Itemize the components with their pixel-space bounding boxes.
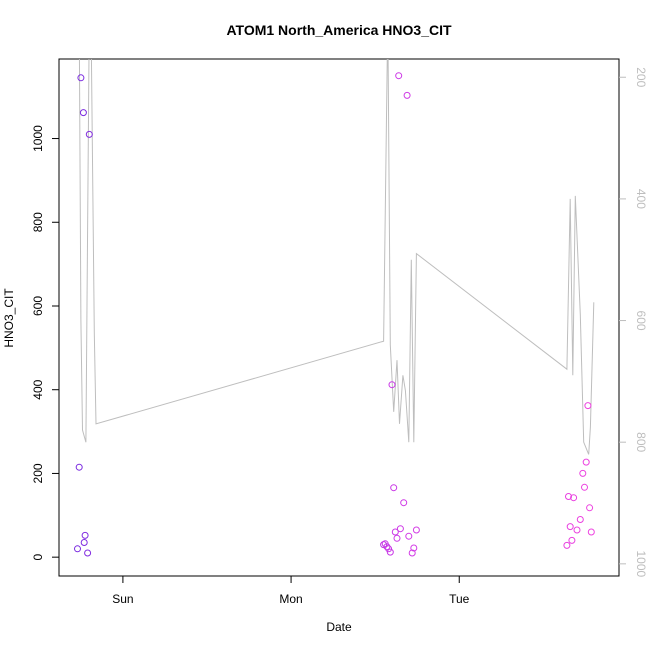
right-y-tick-label: 600 xyxy=(634,311,648,331)
data-point xyxy=(84,549,92,557)
data-point xyxy=(393,534,401,542)
data-point xyxy=(582,458,590,466)
y-tick-label: 400 xyxy=(31,379,45,399)
x-tick-label: Mon xyxy=(279,592,302,606)
data-point xyxy=(77,74,85,82)
data-point xyxy=(80,539,88,546)
data-point xyxy=(579,469,587,477)
data-point xyxy=(563,541,571,549)
y-axis-label: HNO3_CIT xyxy=(2,288,16,348)
y-tick-label: 600 xyxy=(31,296,45,316)
data-point xyxy=(395,72,403,80)
data-point xyxy=(568,536,576,544)
data-point xyxy=(388,381,396,389)
data-point xyxy=(587,528,595,536)
right-y-tick-label: 400 xyxy=(634,189,648,209)
data-point xyxy=(576,516,584,523)
y-tick-label: 1000 xyxy=(31,125,45,152)
data-point xyxy=(390,484,398,492)
data-point xyxy=(581,483,588,491)
data-point xyxy=(79,109,87,117)
data-point xyxy=(410,544,418,552)
data-point xyxy=(412,526,420,534)
data-point xyxy=(408,549,416,557)
y-tick-label: 800 xyxy=(31,212,45,232)
x-axis-label: Date xyxy=(326,620,352,634)
data-point xyxy=(573,526,581,534)
data-point xyxy=(403,91,411,99)
data-point xyxy=(85,130,93,138)
chart-title: ATOM1 North_America HNO3_CIT xyxy=(226,22,452,38)
data-point xyxy=(586,504,594,512)
data-point xyxy=(391,528,399,536)
data-point xyxy=(396,525,404,533)
data-point xyxy=(400,499,408,507)
x-tick-label: Sun xyxy=(112,592,133,606)
plot-area: 0 200 400 600 800 1000 200 400 600 800 1000 Sun Mon T… xyxy=(31,59,648,606)
data-point xyxy=(383,543,391,551)
data-point xyxy=(385,545,393,553)
data-point xyxy=(74,545,81,553)
data-point xyxy=(566,523,574,531)
right-y-tick-label: 1000 xyxy=(634,550,648,577)
y-tick-label: 200 xyxy=(31,463,45,483)
y-tick-label: 0 xyxy=(31,554,45,561)
right-y-tick-label: 200 xyxy=(634,67,648,87)
plot-frame xyxy=(58,58,620,577)
data-point xyxy=(584,402,592,410)
data-point xyxy=(81,531,89,539)
data-point xyxy=(565,493,572,500)
data-point xyxy=(405,532,413,540)
right-y-tick-label: 800 xyxy=(634,432,648,452)
data-point xyxy=(570,494,578,502)
line-series xyxy=(78,59,595,455)
data-point xyxy=(75,463,83,471)
x-tick-label: Tue xyxy=(449,592,470,606)
data-point xyxy=(386,548,394,556)
